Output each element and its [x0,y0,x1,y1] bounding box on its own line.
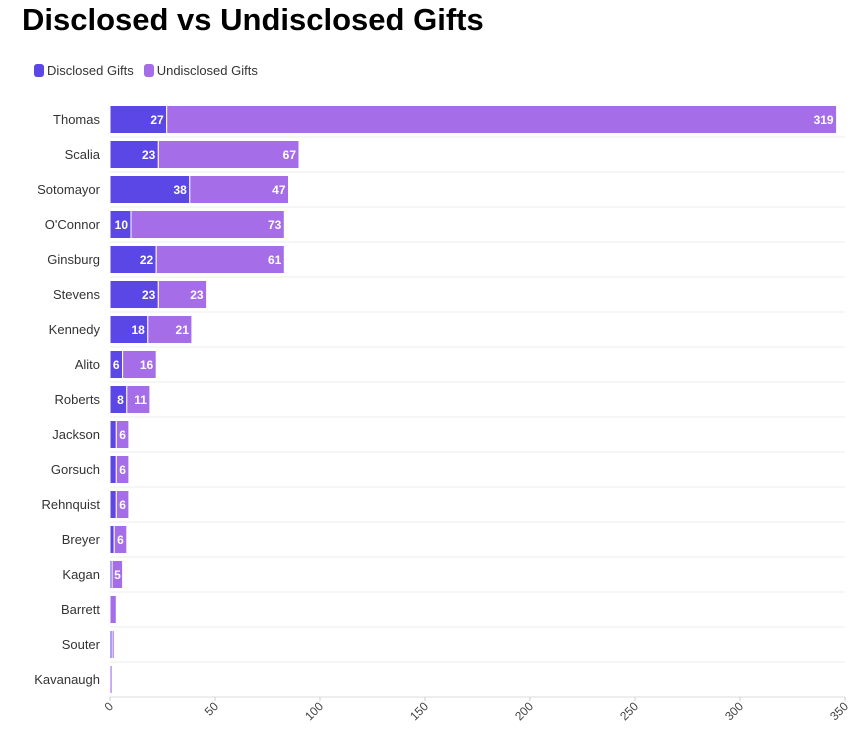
category-label: Rehnquist [41,497,100,512]
bar-segment [155,245,285,274]
legend-item-undisclosed[interactable]: Undisclosed Gifts [143,63,258,78]
category-label: Roberts [54,392,100,407]
bar-value-label: 319 [814,113,834,127]
legend-swatch-disclosed [34,64,44,77]
bar-segment [109,315,149,344]
category-label: Kavanaugh [34,672,100,687]
bar-value-label: 23 [142,288,156,302]
bar-segment [122,350,157,379]
bar-segment [113,525,128,554]
bar-value-label: 67 [283,148,297,162]
legend: Disclosed Gifts Undisclosed Gifts [34,63,258,78]
bar-value-label: 8 [117,393,124,407]
category-label: Barrett [61,602,100,617]
bar-value-label: 6 [113,358,120,372]
bar-value-label: 73 [268,218,282,232]
category-label: Scalia [65,147,101,162]
bar-segment [157,280,208,309]
x-tick-label: 350 [827,699,851,723]
x-tick-label: 50 [202,699,222,719]
bar-segment [115,490,130,519]
category-label: Gorsuch [51,462,100,477]
category-label: Jackson [52,427,100,442]
legend-label-undisclosed: Undisclosed Gifts [156,63,258,78]
bar-segment [109,665,113,694]
bar-segment [130,210,285,239]
bar-segment [147,315,193,344]
category-label: Sotomayor [37,182,101,197]
bar-segment [109,490,117,519]
bar-segment [166,105,838,134]
bar-value-label: 16 [140,358,154,372]
bar-value-label: 27 [150,113,164,127]
bar-value-label: 61 [268,253,282,267]
category-label: Kagan [62,567,100,582]
category-label: Thomas [53,112,100,127]
category-label: Breyer [62,532,101,547]
bar-value-label: 5 [114,568,121,582]
category-label: O'Connor [45,217,101,232]
bar-segment [109,420,117,449]
bar-segment [189,175,289,204]
bar-segment [115,420,130,449]
bar-value-label: 22 [140,253,154,267]
bar-value-label: 6 [119,463,126,477]
x-tick-label: 100 [302,699,326,723]
bar-segment [109,245,157,274]
bar-segment [111,560,124,589]
bar-segment [109,175,191,204]
x-tick-label: 250 [617,699,641,723]
x-tick-label: 300 [722,699,746,723]
category-label: Alito [75,357,100,372]
category-label: Kennedy [49,322,101,337]
bar-segment [157,140,300,169]
bar-segment [115,455,130,484]
bar-value-label: 18 [131,323,145,337]
bar-value-label: 6 [119,498,126,512]
legend-label-disclosed: Disclosed Gifts [47,63,134,78]
bar-value-label: 6 [119,428,126,442]
bar-value-label: 21 [176,323,190,337]
bar-value-label: 47 [272,183,286,197]
legend-swatch-undisclosed [143,64,154,77]
bar-value-label: 6 [117,533,124,547]
bar-value-label: 23 [142,148,156,162]
bar-segment [109,525,115,554]
category-label: Souter [62,637,101,652]
chart-title: Disclosed vs Undisclosed Gifts [22,2,484,37]
bar-value-label: 38 [173,183,187,197]
x-tick-label: 200 [512,699,536,723]
legend-item-disclosed[interactable]: Disclosed Gifts [34,63,134,78]
bar-segment [109,455,117,484]
bar-value-label: 23 [190,288,204,302]
category-label: Stevens [53,287,100,302]
x-tick-label: 150 [407,699,431,723]
bar-segment [111,630,115,659]
bar-value-label: 11 [134,393,147,407]
bar-value-label: 10 [115,218,129,232]
category-label: Ginsburg [47,252,100,267]
bar-segment [126,385,151,414]
x-tick-label: 0 [101,699,116,714]
bar-segment [109,595,117,624]
